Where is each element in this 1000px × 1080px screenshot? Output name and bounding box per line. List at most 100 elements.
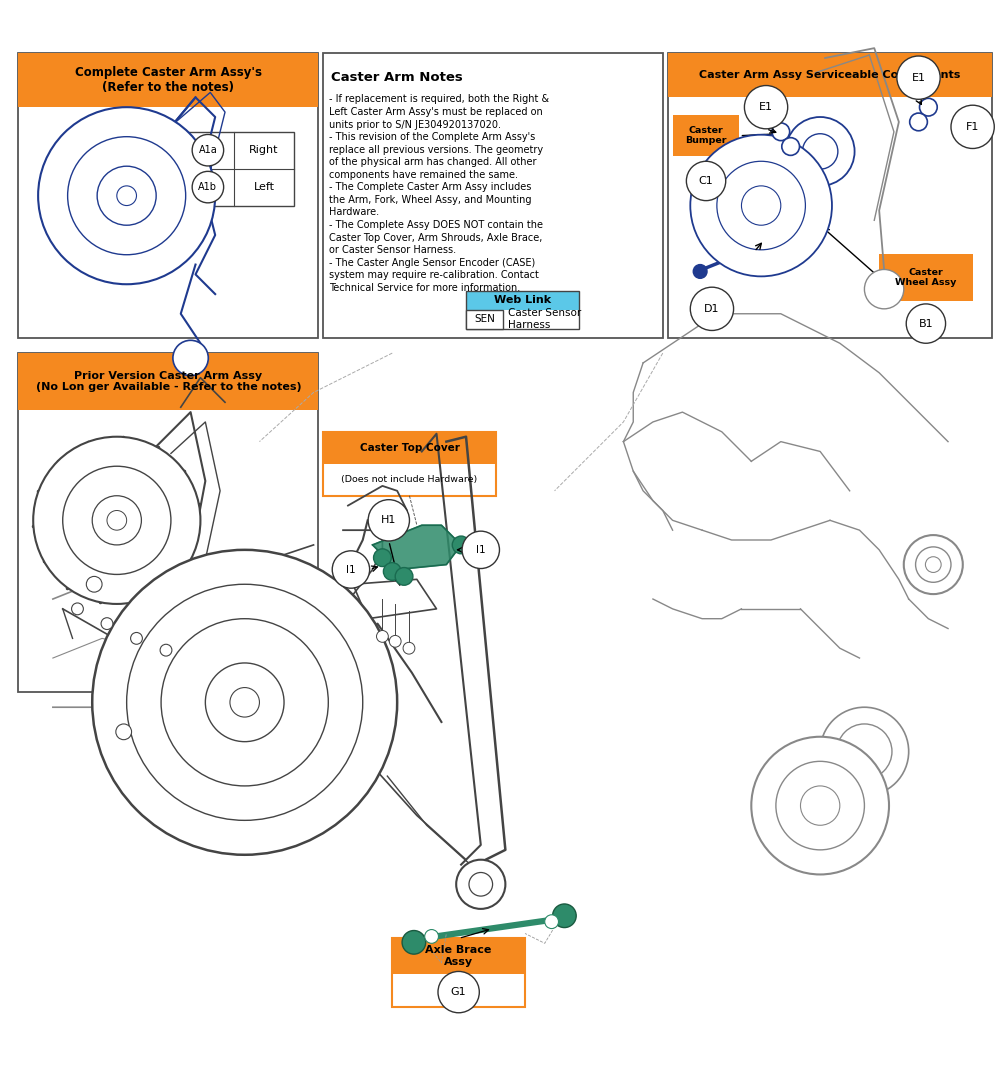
Text: Caster Arm Notes: Caster Arm Notes	[331, 71, 463, 84]
Bar	[466, 292, 579, 328]
Text: I1: I1	[476, 544, 486, 555]
Circle shape	[86, 577, 102, 592]
Circle shape	[173, 340, 208, 376]
Circle shape	[160, 645, 172, 656]
Circle shape	[116, 724, 132, 740]
Text: Left: Left	[253, 183, 274, 192]
Text: Caster
Wheel Assy: Caster Wheel Assy	[895, 268, 957, 287]
Circle shape	[107, 511, 127, 530]
Circle shape	[72, 603, 83, 615]
Circle shape	[374, 549, 391, 567]
Circle shape	[395, 568, 413, 585]
Bar	[181, 132, 294, 205]
Circle shape	[906, 303, 946, 343]
Circle shape	[33, 436, 200, 604]
Text: Caster Sensor
Harness: Caster Sensor Harness	[508, 309, 582, 330]
Circle shape	[916, 546, 951, 582]
Circle shape	[553, 904, 576, 928]
Circle shape	[897, 56, 940, 99]
Bar	[668, 53, 992, 338]
Bar	[323, 53, 663, 338]
Circle shape	[63, 467, 171, 575]
Text: Caster
Bumper: Caster Bumper	[685, 126, 727, 146]
Bar	[392, 939, 525, 1008]
Circle shape	[904, 535, 963, 594]
Circle shape	[131, 633, 142, 645]
Circle shape	[802, 134, 838, 170]
Circle shape	[92, 496, 141, 545]
Circle shape	[864, 270, 904, 309]
Text: Right: Right	[249, 145, 279, 156]
Bar	[18, 353, 318, 692]
Circle shape	[402, 931, 426, 954]
Circle shape	[117, 186, 136, 205]
Circle shape	[403, 643, 415, 654]
Circle shape	[910, 113, 927, 131]
Bar	[673, 116, 739, 157]
Circle shape	[389, 635, 401, 647]
Circle shape	[951, 105, 994, 148]
Text: E1: E1	[759, 103, 773, 112]
Circle shape	[452, 536, 470, 554]
Text: H1: H1	[381, 515, 396, 525]
Text: Complete Caster Arm Assy's
(Refer to the notes): Complete Caster Arm Assy's (Refer to the…	[75, 66, 262, 94]
Circle shape	[744, 85, 788, 129]
Bar	[18, 53, 318, 338]
Circle shape	[192, 172, 224, 203]
Circle shape	[786, 117, 855, 186]
Circle shape	[469, 873, 493, 896]
Circle shape	[192, 135, 224, 166]
Circle shape	[205, 663, 284, 742]
Text: (Does not include Hardware): (Does not include Hardware)	[341, 475, 478, 484]
Circle shape	[161, 619, 328, 786]
Circle shape	[92, 550, 397, 854]
Circle shape	[438, 971, 479, 1013]
Bar	[668, 53, 992, 97]
Text: B1: B1	[919, 319, 933, 328]
Text: E1: E1	[912, 72, 926, 83]
Text: C1: C1	[699, 176, 713, 186]
Circle shape	[332, 551, 370, 589]
Circle shape	[925, 556, 941, 572]
Circle shape	[462, 531, 499, 568]
Circle shape	[545, 915, 558, 929]
Bar	[466, 310, 503, 328]
Circle shape	[690, 287, 734, 330]
Circle shape	[772, 123, 790, 140]
Circle shape	[800, 786, 840, 825]
Circle shape	[820, 707, 909, 796]
Text: G1: G1	[451, 987, 466, 997]
Circle shape	[127, 584, 363, 821]
Bar	[323, 432, 496, 496]
Circle shape	[368, 500, 409, 541]
Circle shape	[776, 761, 864, 850]
Text: F1: F1	[966, 122, 979, 132]
Text: I1: I1	[346, 565, 356, 575]
Text: Axle Brace
Assy: Axle Brace Assy	[425, 945, 492, 967]
Circle shape	[97, 166, 156, 226]
Circle shape	[741, 186, 781, 226]
Text: Web Link: Web Link	[494, 296, 551, 306]
Circle shape	[154, 680, 197, 724]
Circle shape	[686, 161, 726, 201]
Bar	[392, 939, 525, 974]
Circle shape	[230, 688, 259, 717]
Text: D1: D1	[704, 303, 720, 314]
Text: A1a: A1a	[199, 145, 217, 156]
Circle shape	[377, 631, 388, 643]
Circle shape	[920, 98, 937, 116]
Text: Caster Top Cover: Caster Top Cover	[360, 443, 459, 453]
Text: Prior Version Caster Arm Assy
(No Lon ger Available - Refer to the notes): Prior Version Caster Arm Assy (No Lon ge…	[36, 370, 301, 392]
Circle shape	[717, 161, 805, 249]
Polygon shape	[373, 525, 461, 569]
Circle shape	[383, 563, 401, 580]
Text: - If replacement is required, both the Right &
Left Caster Arm Assy's must be re: - If replacement is required, both the R…	[329, 94, 549, 293]
Bar	[466, 292, 579, 310]
Circle shape	[456, 860, 505, 909]
Bar	[879, 254, 973, 301]
Circle shape	[837, 724, 892, 779]
Circle shape	[782, 137, 799, 156]
Text: A1b: A1b	[198, 183, 217, 192]
Circle shape	[38, 107, 215, 284]
Circle shape	[690, 135, 832, 276]
